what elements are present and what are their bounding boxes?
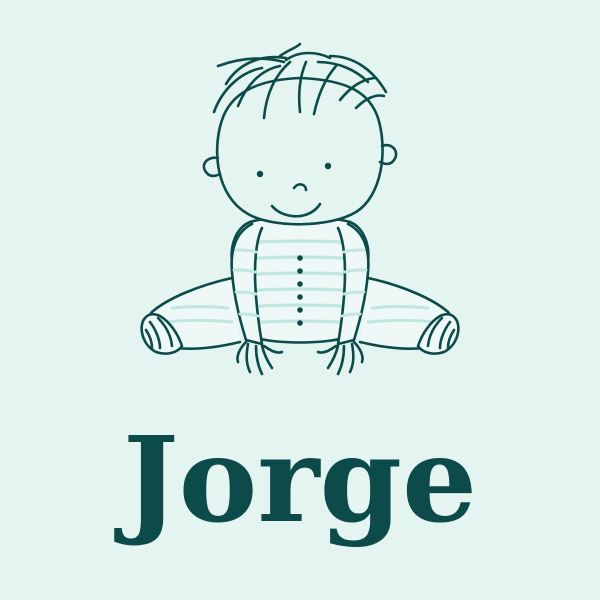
feet-icon [140,312,460,355]
hair-icon [212,42,388,120]
hands-icon [236,340,364,376]
name-title: Jorge [122,410,478,549]
arms-icon [230,222,370,346]
head-icon [202,76,398,226]
face-icon [256,162,332,218]
